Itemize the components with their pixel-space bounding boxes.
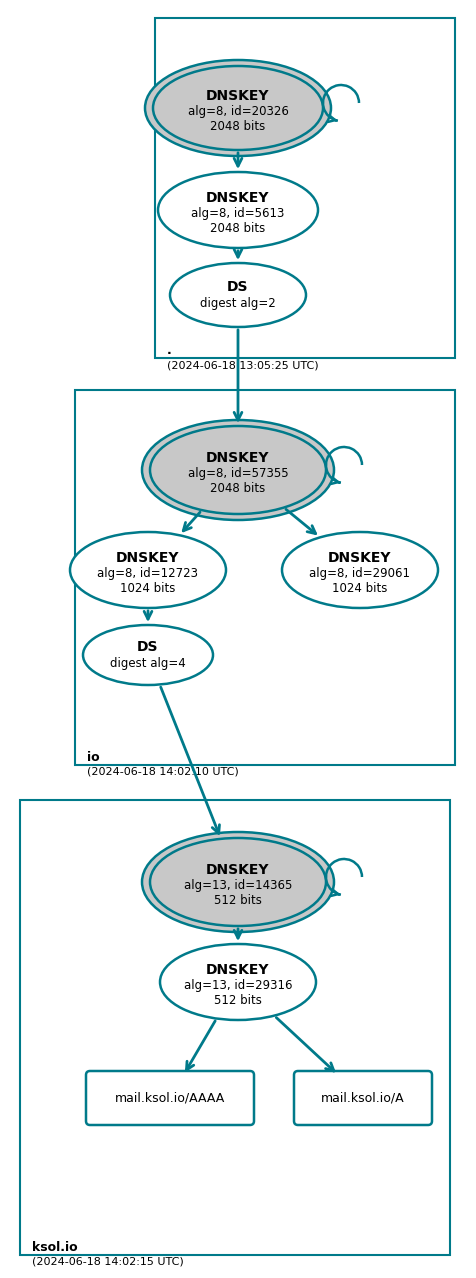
Text: .: . — [167, 344, 171, 357]
Ellipse shape — [145, 60, 330, 156]
Text: DS: DS — [227, 280, 248, 294]
Bar — [155, 18, 454, 358]
Text: alg=13, id=29316: alg=13, id=29316 — [183, 979, 292, 992]
Text: 2048 bits: 2048 bits — [210, 221, 265, 234]
Ellipse shape — [142, 420, 333, 520]
Text: DNSKEY: DNSKEY — [116, 551, 179, 565]
Text: 1024 bits: 1024 bits — [120, 581, 175, 594]
Text: DNSKEY: DNSKEY — [327, 551, 391, 565]
Text: 512 bits: 512 bits — [214, 993, 261, 1007]
Text: alg=13, id=14365: alg=13, id=14365 — [183, 878, 292, 892]
Text: mail.ksol.io/AAAA: mail.ksol.io/AAAA — [115, 1091, 225, 1104]
Text: 512 bits: 512 bits — [214, 893, 261, 906]
Text: alg=8, id=29061: alg=8, id=29061 — [309, 566, 410, 579]
Text: io: io — [87, 751, 99, 764]
Text: 2048 bits: 2048 bits — [210, 482, 265, 495]
Ellipse shape — [153, 66, 322, 150]
Ellipse shape — [149, 426, 325, 514]
Ellipse shape — [70, 532, 226, 608]
Text: DS: DS — [137, 640, 159, 654]
Text: DNSKEY: DNSKEY — [206, 89, 269, 104]
FancyBboxPatch shape — [86, 1071, 253, 1125]
Text: alg=8, id=20326: alg=8, id=20326 — [187, 105, 288, 118]
Ellipse shape — [281, 532, 437, 608]
Text: digest alg=4: digest alg=4 — [110, 657, 186, 671]
Text: (2024-06-18 14:02:15 UTC): (2024-06-18 14:02:15 UTC) — [32, 1258, 183, 1266]
Ellipse shape — [158, 173, 317, 248]
Text: mail.ksol.io/A: mail.ksol.io/A — [320, 1091, 404, 1104]
Text: alg=8, id=12723: alg=8, id=12723 — [97, 566, 198, 579]
Ellipse shape — [149, 838, 325, 927]
Ellipse shape — [83, 625, 213, 685]
Text: DNSKEY: DNSKEY — [206, 964, 269, 976]
Bar — [75, 390, 454, 766]
Text: 1024 bits: 1024 bits — [332, 581, 387, 594]
FancyBboxPatch shape — [293, 1071, 431, 1125]
Text: digest alg=2: digest alg=2 — [200, 298, 275, 311]
Text: DNSKEY: DNSKEY — [206, 451, 269, 465]
Ellipse shape — [142, 832, 333, 932]
Ellipse shape — [159, 944, 315, 1020]
Ellipse shape — [169, 263, 306, 327]
Bar — [20, 800, 449, 1255]
Text: alg=8, id=5613: alg=8, id=5613 — [191, 207, 284, 220]
Text: (2024-06-18 14:02:10 UTC): (2024-06-18 14:02:10 UTC) — [87, 767, 238, 777]
Text: DNSKEY: DNSKEY — [206, 863, 269, 877]
Text: DNSKEY: DNSKEY — [206, 190, 269, 204]
Text: 2048 bits: 2048 bits — [210, 120, 265, 133]
Text: (2024-06-18 13:05:25 UTC): (2024-06-18 13:05:25 UTC) — [167, 360, 318, 371]
Text: ksol.io: ksol.io — [32, 1241, 78, 1254]
Text: alg=8, id=57355: alg=8, id=57355 — [187, 466, 288, 479]
